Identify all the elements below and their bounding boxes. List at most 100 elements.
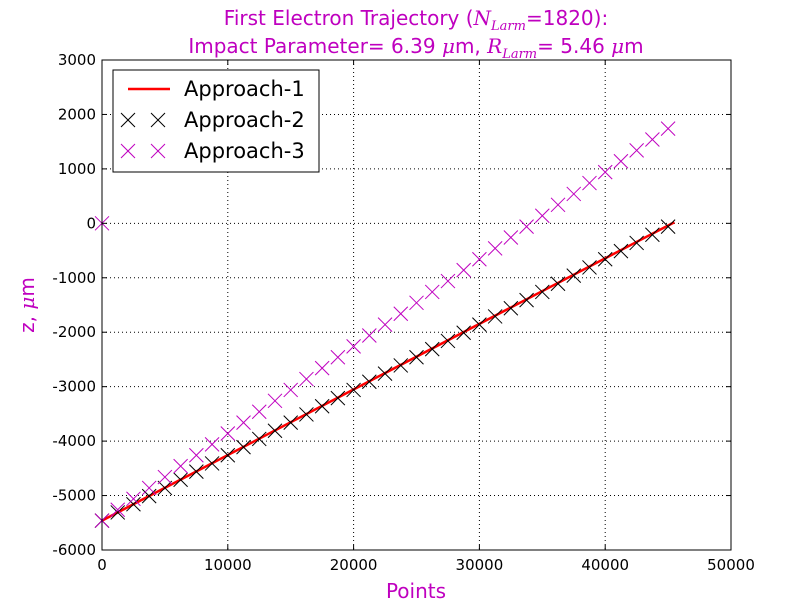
data-point-marker (566, 186, 582, 202)
data-point-marker (126, 491, 141, 507)
data-point-marker (660, 219, 676, 234)
data-point-marker (251, 431, 267, 447)
data-point-marker (393, 358, 409, 373)
legend-frame (112, 69, 320, 173)
data-point-marker (299, 407, 314, 422)
data-point-marker (582, 175, 597, 191)
data-point-marker (440, 333, 456, 349)
data-point-marker (629, 235, 645, 251)
data-point-marker (361, 328, 377, 343)
data-point-marker (645, 227, 660, 243)
data-point-marker (377, 317, 393, 332)
y-tick-label: 2000 (58, 105, 96, 123)
x-tick-label: 20000 (330, 556, 378, 574)
data-point-marker (330, 390, 346, 406)
data-point-marker (267, 423, 283, 439)
data-point-marker (409, 295, 424, 311)
y-tick-label: -4000 (52, 432, 96, 450)
x-tick-label: 30000 (456, 556, 504, 574)
data-point-marker (267, 393, 283, 409)
series-markers-3 (94, 121, 676, 528)
data-point-marker (393, 306, 409, 322)
y-tick-label: -6000 (52, 541, 96, 559)
data-point-marker (173, 472, 188, 488)
chart-title-line-2: Impact Parameter= 6.39 μm, RLarm= 5.46 μ… (188, 34, 643, 62)
data-point-marker (236, 415, 251, 430)
data-point-marker (141, 480, 157, 496)
data-point-marker (283, 415, 299, 430)
data-point-marker (314, 398, 330, 414)
x-tick-label: 50000 (707, 556, 755, 574)
data-point-marker (660, 121, 676, 136)
data-point-marker (613, 153, 629, 169)
data-point-marker (204, 456, 220, 471)
data-point-marker (346, 382, 361, 398)
data-point-marker (314, 360, 330, 376)
chart-title-line-1: First Electron Trajectory (NLarm=1820): (224, 6, 608, 34)
y-tick-label: -2000 (52, 323, 96, 341)
data-point-marker (534, 208, 550, 224)
axis-ticks: 0 10000 20000 30000 40000 50000-6000-5000-400… (52, 51, 754, 574)
data-point-marker (597, 251, 613, 267)
data-point-marker (173, 458, 188, 474)
data-point-marker (251, 404, 267, 420)
data-point-marker (236, 439, 251, 455)
legend-label-approach-3: Approach-3 (184, 139, 305, 163)
data-point-marker (472, 317, 487, 332)
data-point-marker (582, 260, 597, 275)
data-point-marker (424, 284, 440, 300)
data-point-marker (377, 366, 393, 381)
data-point-marker (157, 469, 173, 485)
data-point-marker (220, 447, 236, 463)
y-tick-label: 0 (86, 214, 96, 232)
data-point-marker (424, 341, 440, 357)
legend-label-approach-1: Approach-1 (184, 77, 305, 101)
data-point-marker (204, 437, 220, 452)
data-point-marker (503, 230, 519, 245)
x-axis-label: Points (386, 579, 446, 603)
x-tick-label: 40000 (581, 556, 629, 574)
data-point-marker (519, 292, 534, 308)
data-point-marker (629, 143, 645, 158)
data-point-marker (597, 164, 613, 180)
data-point-marker (346, 339, 361, 354)
legend-swatch-approach-2 (120, 112, 166, 128)
x-tick-label: 10000 (204, 556, 252, 574)
plot-frame (101, 59, 732, 551)
data-point-marker (126, 496, 141, 512)
data-point-marker (534, 284, 550, 300)
y-tick-label: -1000 (52, 269, 96, 287)
data-point-marker (566, 268, 582, 283)
data-point-marker (487, 309, 503, 324)
y-tick-label: -3000 (52, 378, 96, 396)
data-point-marker (188, 447, 204, 463)
legend: Approach-1 Approach-2 Approach-3 (112, 69, 320, 173)
data-point-marker (409, 349, 424, 365)
x-tick-label: 0 (97, 556, 107, 574)
data-point-marker (519, 219, 534, 234)
y-tick-label: 1000 (58, 160, 96, 178)
legend-swatch-approach-3 (120, 143, 166, 159)
data-point-marker (110, 505, 126, 520)
legend-label-approach-2: Approach-2 (184, 108, 305, 132)
data-point-marker (456, 325, 472, 341)
y-tick-label: -5000 (52, 487, 96, 505)
data-point-marker (613, 243, 629, 259)
data-point-marker (550, 197, 566, 213)
data-point-marker (645, 132, 660, 147)
data-point-marker (361, 374, 377, 390)
data-point-marker (456, 262, 472, 278)
data-point-marker (487, 241, 503, 256)
data-point-marker (440, 273, 456, 289)
data-point-marker (188, 464, 204, 479)
data-point-marker (330, 349, 346, 365)
y-tick-label: 3000 (58, 51, 96, 69)
y-axis-label: z, μm (15, 277, 39, 333)
data-point-marker (503, 300, 519, 316)
data-point-marker (283, 382, 299, 398)
data-point-marker (220, 426, 236, 441)
data-point-marker (110, 502, 126, 518)
data-point-marker (550, 276, 566, 292)
data-point-marker (299, 371, 314, 387)
data-point-marker (472, 251, 487, 267)
